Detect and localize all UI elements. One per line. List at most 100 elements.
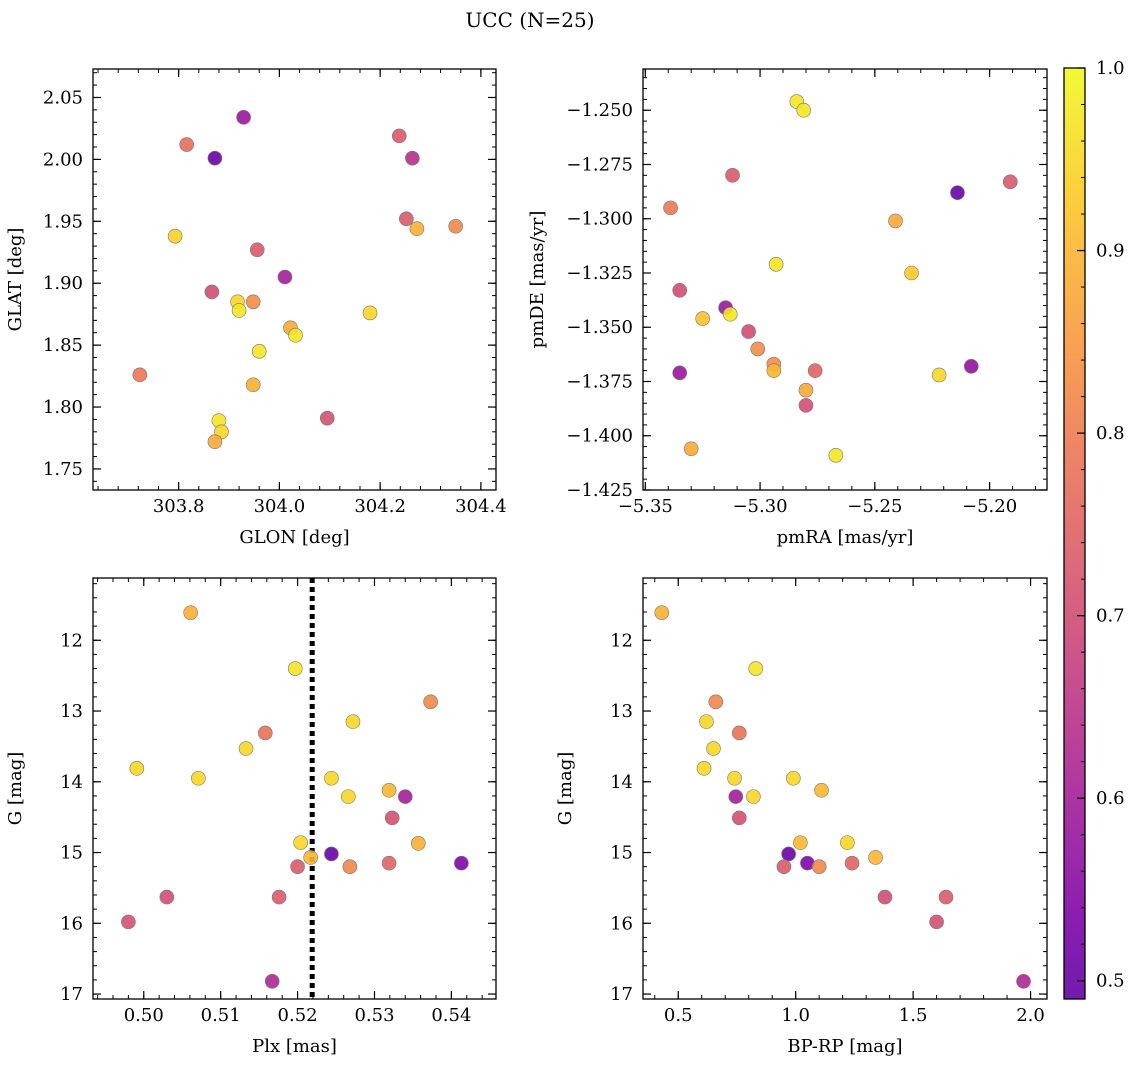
data-point <box>807 363 823 378</box>
y-axis-label: G [mag] <box>5 752 26 825</box>
panel-4: 0.5 1.0 1.5 2.0 12 13 14 15 16 17 BP-RP [mag] G [ma… <box>555 577 1048 1057</box>
x-tick-label: 0.53 <box>354 1005 394 1026</box>
data-point <box>696 761 712 776</box>
data-point <box>741 324 756 339</box>
y-tick-label: −1.425 <box>566 480 633 501</box>
data-point <box>288 327 303 343</box>
x-tick-label: 304.0 <box>254 496 306 517</box>
data-point <box>362 305 378 321</box>
x-tick-label: 0.54 <box>431 1005 471 1026</box>
data-point <box>695 311 710 326</box>
colorbar-tick-label: 0.6 <box>1096 788 1125 809</box>
data-point <box>245 377 261 393</box>
data-point <box>271 889 287 905</box>
data-point <box>397 789 413 804</box>
colorbar-tick-label: 0.8 <box>1096 423 1125 444</box>
y-tick-label: 12 <box>610 630 633 651</box>
data-point <box>191 770 206 786</box>
y-tick-label: −1.250 <box>566 100 633 121</box>
y-tick-label: 1.75 <box>43 459 83 480</box>
data-point <box>706 741 721 756</box>
data-point <box>342 859 358 874</box>
data-point <box>840 835 855 850</box>
data-point <box>121 914 136 930</box>
x-tick-label: 2.0 <box>1016 1005 1045 1026</box>
data-point <box>904 265 919 281</box>
axes-frame <box>92 68 497 491</box>
data-point <box>204 284 220 300</box>
data-point <box>399 211 414 227</box>
data-point <box>251 344 267 359</box>
data-point <box>672 283 688 298</box>
data-point <box>938 889 954 905</box>
data-point <box>748 661 764 676</box>
data-point <box>798 382 814 398</box>
y-tick-label: 1.95 <box>43 211 83 232</box>
y-axis-label: G [mag] <box>555 752 576 825</box>
panel-2: −5.35 −5.30 −5.25 −5.20 −1.425 −1.400 −1.375 −1… <box>527 68 1048 548</box>
data-point <box>381 782 397 798</box>
data-point <box>236 109 251 125</box>
y-tick-label: 17 <box>60 984 83 1005</box>
data-point <box>811 859 827 874</box>
data-point <box>776 859 792 874</box>
data-point <box>290 859 305 874</box>
y-tick-label: −1.300 <box>566 209 633 230</box>
data-point <box>249 242 265 258</box>
data-point <box>963 359 979 374</box>
y-tick-label: 15 <box>610 843 633 864</box>
data-point <box>796 102 811 118</box>
colorbar-tick-label: 0.9 <box>1096 241 1125 262</box>
y-tick-label: 12 <box>60 630 83 651</box>
x-tick-label: −5.20 <box>962 496 1017 517</box>
x-tick-label: 0.50 <box>124 1005 164 1026</box>
data-point <box>793 835 808 850</box>
axes-frame <box>92 577 497 1000</box>
x-tick-label: 0.51 <box>201 1005 241 1026</box>
x-tick-label: 303.8 <box>153 496 205 517</box>
x-tick-label: 304.2 <box>354 496 406 517</box>
data-point <box>708 694 724 710</box>
data-point <box>319 410 335 426</box>
data-point <box>287 661 303 676</box>
data-point <box>814 782 829 798</box>
data-point <box>828 447 844 463</box>
x-tick-label: 1.0 <box>781 1005 810 1026</box>
colorbar-gradient <box>1063 67 1086 1000</box>
y-tick-label: 16 <box>60 913 83 934</box>
panel-1: 303.8 304.0 304.2 304.4 1.75 1.80 1.85 1.90 1.95… <box>5 68 507 548</box>
data-point <box>345 714 361 729</box>
data-point <box>728 789 744 804</box>
data-point <box>423 694 438 710</box>
data-point <box>931 367 947 383</box>
data-point <box>293 835 308 850</box>
axes-frame <box>642 577 1048 1000</box>
data-point <box>341 789 356 804</box>
data-point <box>159 889 175 905</box>
y-tick-label: −1.325 <box>566 263 633 284</box>
data-point <box>231 303 247 318</box>
data-point <box>683 441 699 457</box>
y-tick-label: 1.90 <box>43 273 83 294</box>
y-tick-label: 17 <box>610 984 633 1005</box>
x-axis-label: pmRA [mas/yr] <box>777 527 914 548</box>
data-point <box>179 137 194 152</box>
data-point <box>699 714 714 729</box>
data-point <box>746 789 761 804</box>
data-point <box>207 150 223 166</box>
x-tick-label: −5.35 <box>618 496 673 517</box>
x-tick-label: 0.5 <box>664 1005 693 1026</box>
y-tick-label: 13 <box>610 701 633 722</box>
y-tick-label: 2.05 <box>43 87 83 108</box>
data-point <box>207 434 223 450</box>
panel-3: 0.50 0.51 0.52 0.53 0.54 12 13 14 15 16 17 Plx [mas… <box>5 577 497 1057</box>
y-tick-label: −1.350 <box>566 317 633 338</box>
data-point <box>672 365 688 381</box>
data-point <box>448 218 464 234</box>
data-point <box>725 168 740 183</box>
data-point <box>391 128 407 144</box>
data-point <box>277 269 293 285</box>
colorbar-tick-label: 1.0 <box>1096 58 1125 79</box>
x-tick-label: −5.25 <box>847 496 902 517</box>
